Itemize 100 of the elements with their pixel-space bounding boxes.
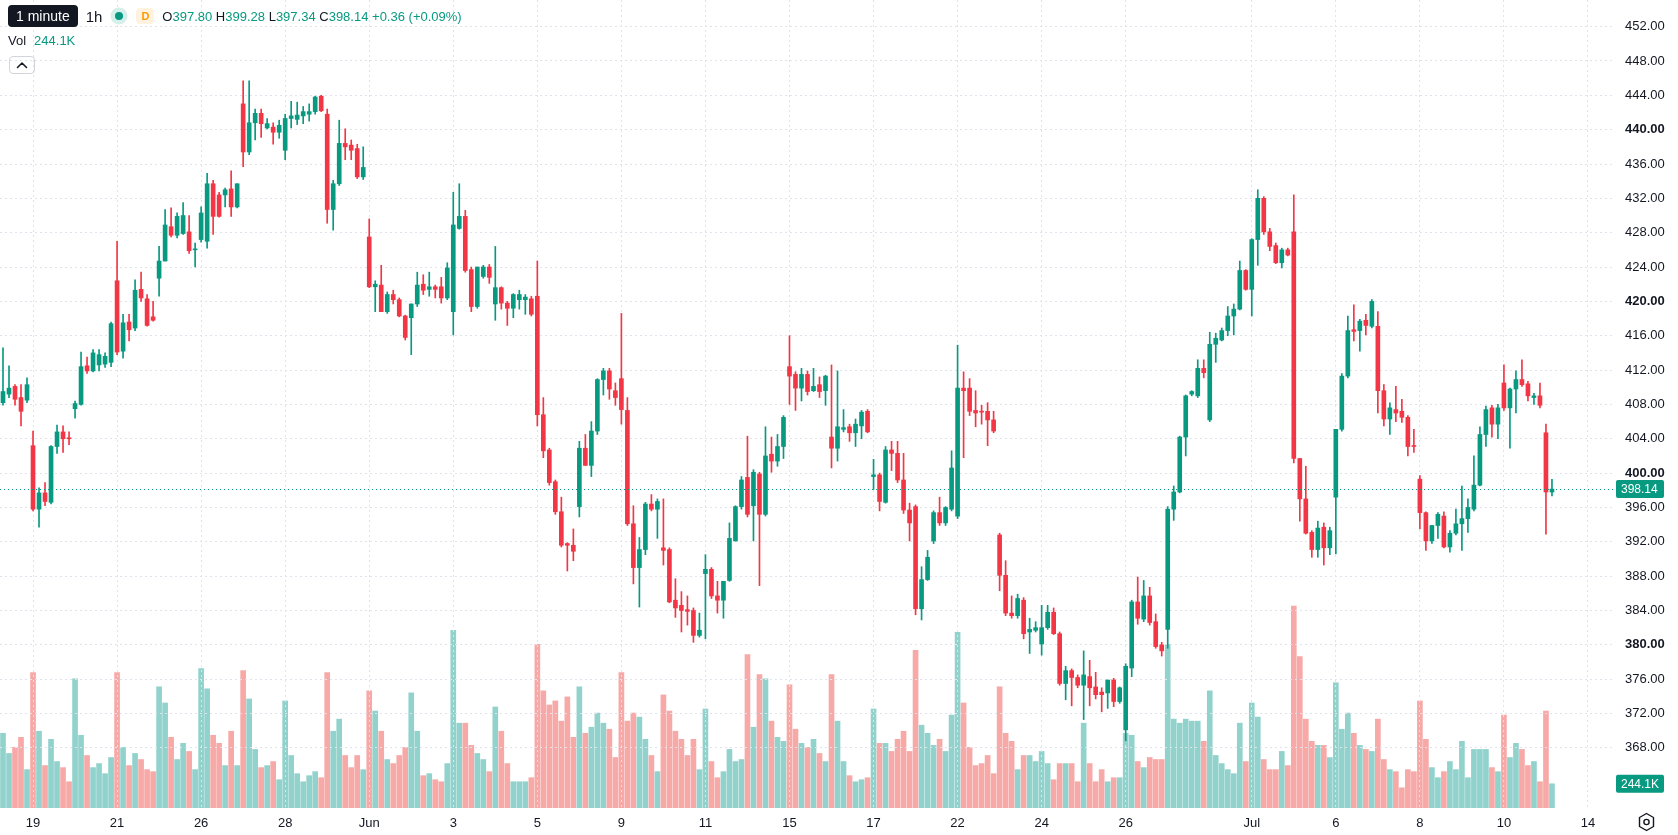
x-tick-label: 8 bbox=[1416, 815, 1424, 831]
y-tick-label: 416.00 bbox=[1625, 327, 1665, 343]
bar bbox=[1357, 745, 1363, 808]
candlestick bbox=[426, 271, 432, 297]
x-tick-label: 10 bbox=[1496, 815, 1512, 831]
bar bbox=[1278, 751, 1285, 808]
bar bbox=[234, 765, 240, 808]
y-tick-label: 440.00 bbox=[1625, 121, 1665, 137]
bar bbox=[36, 730, 42, 808]
bar bbox=[1363, 749, 1369, 808]
candlestick bbox=[1351, 304, 1357, 342]
bar bbox=[864, 777, 871, 808]
text: 1h bbox=[85, 7, 103, 25]
bar bbox=[1495, 771, 1501, 808]
bar bbox=[1104, 781, 1111, 808]
x-tick-label: Jun bbox=[358, 815, 380, 831]
bar bbox=[1200, 741, 1207, 808]
bar bbox=[1531, 761, 1537, 808]
y-tick-label: 396.00 bbox=[1625, 499, 1665, 515]
bar bbox=[492, 706, 499, 808]
x-tick-label: 3 bbox=[449, 815, 457, 831]
x-tick-label: 21 bbox=[109, 815, 125, 831]
candlestick bbox=[504, 301, 510, 326]
bar bbox=[1351, 732, 1357, 808]
bar bbox=[264, 765, 270, 808]
y-tick-label: 436.00 bbox=[1625, 155, 1665, 171]
bar bbox=[84, 755, 90, 808]
y-tick-label: 448.00 bbox=[1625, 52, 1665, 68]
x-tick-label: 15 bbox=[782, 815, 797, 831]
bar bbox=[366, 690, 373, 808]
y-tick-label: 444.00 bbox=[1625, 86, 1665, 102]
ref-line-label: 398.14 bbox=[1621, 481, 1659, 496]
bar bbox=[1441, 771, 1447, 808]
candlestick bbox=[1081, 650, 1086, 720]
y-tick-label: 452.00 bbox=[1625, 18, 1665, 34]
bar bbox=[1080, 722, 1087, 808]
y-tick-label: 408.00 bbox=[1625, 396, 1665, 412]
x-tick-label: 24 bbox=[1034, 815, 1049, 831]
bar bbox=[372, 710, 379, 808]
x-tick-label: 9 bbox=[617, 815, 625, 831]
y-tick-label: 424.00 bbox=[1625, 258, 1665, 274]
candlestick bbox=[1231, 303, 1237, 336]
bar bbox=[270, 761, 276, 808]
x-tick-label: 6 bbox=[1332, 815, 1340, 831]
bar bbox=[1489, 767, 1495, 808]
x-tick-label: 17 bbox=[866, 815, 881, 831]
bar bbox=[222, 765, 228, 808]
bar bbox=[384, 759, 391, 808]
x-tick-label: 28 bbox=[277, 815, 293, 831]
y-tick-label: 420.00 bbox=[1625, 292, 1665, 308]
bar bbox=[426, 773, 433, 808]
y-tick-label: 388.00 bbox=[1625, 567, 1665, 583]
x-tick-label: 26 bbox=[193, 815, 209, 831]
bar bbox=[1314, 745, 1321, 808]
bar bbox=[1320, 745, 1327, 808]
bar bbox=[30, 672, 36, 808]
bar bbox=[378, 730, 385, 808]
bar bbox=[24, 769, 30, 808]
bar bbox=[1387, 769, 1393, 808]
x-tick-label: Jul bbox=[1243, 815, 1261, 831]
bar bbox=[486, 771, 493, 808]
candlestick bbox=[492, 246, 498, 321]
bar bbox=[168, 736, 174, 808]
bar bbox=[186, 751, 192, 808]
bar bbox=[114, 672, 120, 808]
bar bbox=[1140, 767, 1147, 808]
x-tick-label: 5 bbox=[533, 815, 541, 831]
candlestick bbox=[372, 280, 378, 313]
bar bbox=[132, 753, 138, 808]
annotation: Vol bbox=[8, 33, 27, 48]
y-tick-label: 368.00 bbox=[1625, 739, 1665, 755]
bar bbox=[1501, 714, 1507, 808]
y-tick-label: 384.00 bbox=[1625, 602, 1665, 618]
x-tick-label: 19 bbox=[25, 815, 41, 831]
bar bbox=[360, 769, 367, 808]
y-tick-label: 380.00 bbox=[1625, 636, 1665, 652]
candlestick bbox=[1411, 429, 1417, 453]
y-tick-label: 400.00 bbox=[1625, 464, 1665, 480]
y-tick-label: 404.00 bbox=[1625, 430, 1665, 446]
candlestick bbox=[1201, 359, 1207, 379]
text: 244.1K bbox=[1621, 776, 1660, 791]
bar bbox=[1549, 783, 1555, 808]
bar bbox=[42, 765, 48, 808]
x-tick-label: 26 bbox=[1118, 815, 1133, 831]
annotation: 1 minute bbox=[8, 5, 78, 27]
x-tick-label: 14 bbox=[1580, 815, 1596, 831]
y-tick-label: 412.00 bbox=[1625, 361, 1665, 377]
annotation: 244.1K bbox=[34, 33, 76, 48]
y-tick-label: 432.00 bbox=[1625, 189, 1665, 205]
bar bbox=[228, 730, 234, 808]
candlestick bbox=[66, 431, 72, 446]
annotation: D bbox=[136, 8, 155, 24]
bar bbox=[258, 767, 264, 808]
bar bbox=[240, 670, 246, 808]
y-tick-label: 376.00 bbox=[1625, 670, 1665, 686]
x-tick-label: 11 bbox=[698, 815, 713, 831]
bar bbox=[120, 747, 126, 808]
x-tick-label: 22 bbox=[950, 815, 965, 831]
bar bbox=[1134, 761, 1141, 808]
bar bbox=[1242, 761, 1249, 808]
